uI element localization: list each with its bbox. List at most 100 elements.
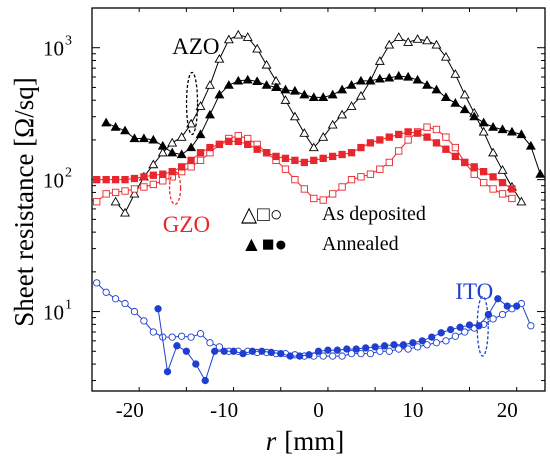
data-point-circle	[527, 322, 535, 330]
data-point-square	[432, 125, 441, 134]
data-point-triangle	[516, 129, 527, 139]
data-point-triangle	[308, 92, 319, 102]
data-point-triangle	[478, 126, 489, 136]
data-point-triangle	[393, 32, 404, 41]
data-point-triangle	[120, 207, 131, 217]
legend: △□○ As deposited ▲■● Annealed	[241, 202, 426, 256]
data-point-square	[338, 150, 346, 159]
data-point-triangle	[101, 117, 112, 127]
data-point-square	[300, 185, 308, 193]
data-point-circle	[418, 337, 426, 345]
plot-frame	[91, 7, 546, 392]
data-point-square	[93, 175, 101, 184]
data-point-triangle	[346, 101, 357, 110]
data-point-square	[470, 170, 478, 178]
data-point-square	[508, 194, 516, 203]
data-point-circle	[465, 321, 474, 329]
data-point-square	[508, 185, 516, 193]
data-point-triangle	[318, 132, 329, 141]
data-point-triangle	[337, 109, 348, 119]
data-point-circle	[343, 345, 351, 353]
data-point-triangle	[261, 80, 272, 89]
data-point-circle	[432, 339, 441, 347]
data-point-square	[102, 190, 110, 198]
data-point-circle	[404, 345, 412, 353]
data-point-circle	[352, 345, 360, 353]
y-tick-exponent: 2	[65, 166, 72, 181]
data-point-circle	[324, 346, 332, 354]
x-tick-label: 0	[313, 398, 324, 422]
data-point-circle	[211, 347, 219, 355]
data-point-square	[196, 156, 205, 165]
data-point-square	[93, 198, 101, 206]
data-point-circle	[102, 288, 110, 296]
data-point-triangle	[120, 125, 131, 135]
data-point-triangle	[299, 89, 310, 99]
data-point-circle	[192, 360, 200, 368]
data-point-triangle	[148, 134, 159, 144]
data-point-triangle	[129, 133, 140, 143]
x-tick-label: -10	[210, 398, 238, 422]
y-tick-label: 10	[43, 301, 64, 325]
data-point-triangle	[204, 109, 215, 119]
data-point-triangle	[167, 137, 178, 147]
data-point-circle	[513, 302, 521, 310]
data-point-circle	[442, 337, 450, 345]
data-point-square	[413, 129, 422, 137]
data-point-circle	[371, 343, 379, 351]
data-point-square	[215, 140, 224, 149]
data-point-square	[111, 188, 120, 197]
data-point-triangle	[422, 80, 433, 89]
data-point-circle	[295, 352, 304, 360]
data-point-square	[489, 173, 497, 181]
data-point-triangle	[242, 32, 253, 41]
data-point-circle	[376, 347, 384, 355]
data-point-circle	[93, 279, 101, 287]
annotation-ellipse	[476, 295, 489, 357]
data-point-circle	[111, 295, 120, 303]
data-point-circle	[489, 315, 497, 323]
data-point-triangle	[393, 70, 404, 80]
data-point-triangle	[431, 84, 442, 94]
x-axis-variable: r	[266, 426, 277, 456]
data-point-circle	[239, 349, 247, 358]
data-point-triangle	[242, 74, 253, 84]
data-point-square	[310, 156, 318, 165]
data-point-triangle	[525, 140, 536, 150]
data-point-triangle	[233, 29, 244, 39]
label-ito: ITO	[455, 279, 493, 304]
data-point-triangle	[412, 34, 423, 43]
data-point-triangle	[497, 165, 508, 174]
legend-as-deposited-symbols: △□○	[241, 202, 283, 226]
data-point-triangle	[176, 149, 187, 159]
data-point-square	[140, 183, 148, 191]
x-tick-label: -20	[116, 398, 144, 422]
data-point-circle	[390, 341, 398, 349]
data-point-square	[432, 139, 441, 147]
data-point-triangle	[337, 84, 348, 94]
data-point-circle	[130, 307, 139, 316]
data-point-square	[300, 158, 308, 167]
data-point-triangle	[223, 34, 234, 44]
data-point-triangle	[384, 39, 395, 49]
data-point-circle	[178, 332, 186, 340]
data-point-triangle	[365, 75, 376, 85]
data-point-circle	[456, 323, 464, 331]
data-point-triangle	[289, 111, 300, 121]
annotation-ellipse	[168, 170, 182, 205]
data-point-triangle	[204, 80, 215, 89]
legend-annealed-symbols: ▲■●	[241, 232, 287, 256]
data-point-triangle	[280, 84, 291, 94]
data-point-triangle	[355, 75, 366, 85]
label-azo: AZO	[172, 34, 219, 59]
data-point-triangle	[469, 111, 480, 121]
data-point-square	[244, 140, 252, 149]
data-point-circle	[229, 347, 238, 355]
data-point-square	[404, 136, 412, 144]
data-point-square	[480, 167, 488, 176]
data-point-circle	[413, 343, 422, 351]
data-point-circle	[220, 347, 228, 355]
data-point-square	[489, 185, 497, 193]
data-point-square	[366, 170, 375, 178]
annotations-layer: AZO GZO ITO	[163, 34, 493, 357]
